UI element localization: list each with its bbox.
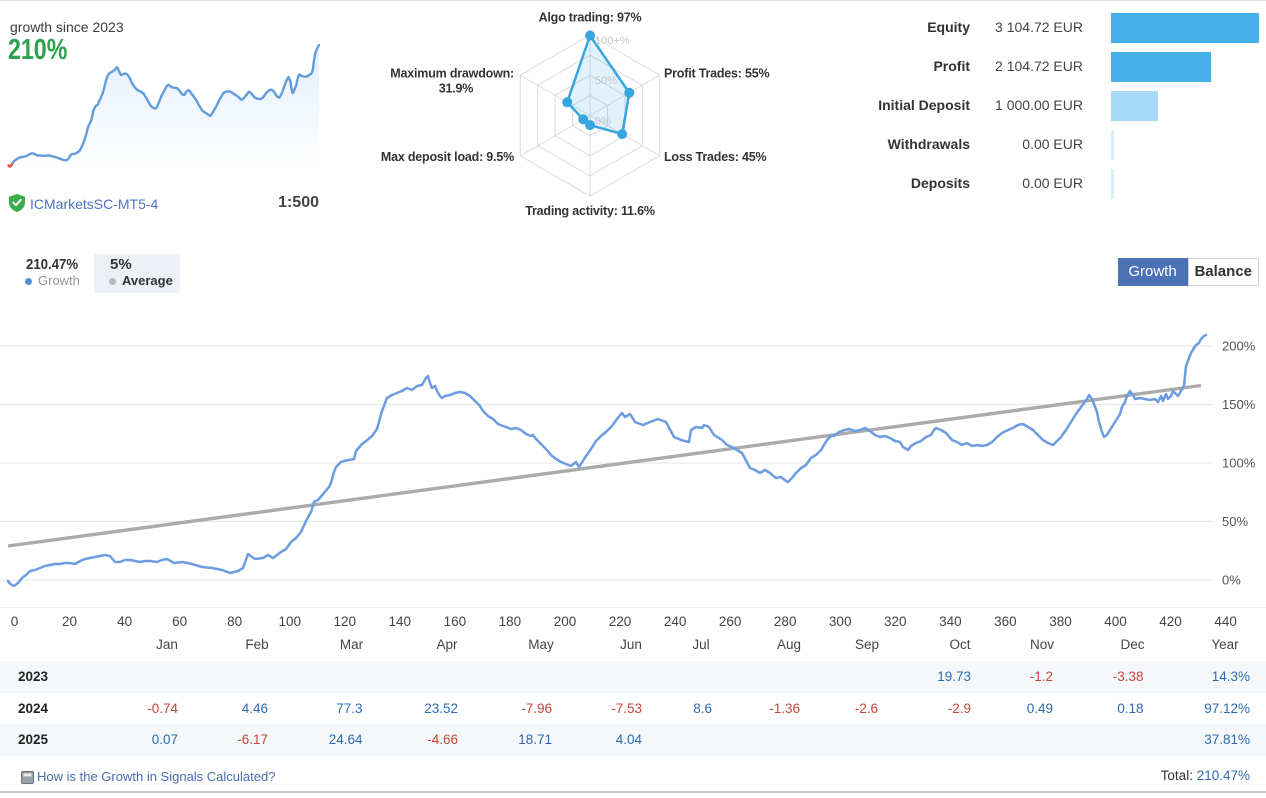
svg-text:100: 100 <box>279 614 302 629</box>
svg-text:20: 20 <box>62 614 77 629</box>
svg-text:Sep: Sep <box>855 637 879 652</box>
svg-text:Loss Trades: 45%: Loss Trades: 45% <box>664 150 766 164</box>
svg-text:320: 320 <box>884 614 907 629</box>
svg-text:280: 280 <box>774 614 797 629</box>
svg-text:Jun: Jun <box>620 637 642 652</box>
svg-text:50%: 50% <box>595 75 617 87</box>
svg-text:Dec: Dec <box>1120 637 1144 652</box>
svg-text:Profit Trades: 55%: Profit Trades: 55% <box>664 67 770 81</box>
svg-text:260: 260 <box>719 614 742 629</box>
svg-text:160: 160 <box>444 614 467 629</box>
svg-text:Aug: Aug <box>777 637 801 652</box>
svg-text:380: 380 <box>1049 614 1072 629</box>
svg-text:Trading activity: 11.6%: Trading activity: 11.6% <box>525 204 655 218</box>
svg-text:May: May <box>528 637 554 652</box>
svg-text:60: 60 <box>172 614 187 629</box>
svg-text:420: 420 <box>1159 614 1182 629</box>
svg-text:360: 360 <box>994 614 1017 629</box>
svg-text:140: 140 <box>389 614 412 629</box>
svg-text:40: 40 <box>117 614 132 629</box>
svg-text:Maximum drawdown:: Maximum drawdown: <box>390 67 514 81</box>
svg-text:300: 300 <box>829 614 852 629</box>
svg-text:400: 400 <box>1104 614 1127 629</box>
svg-text:120: 120 <box>334 614 357 629</box>
svg-text:Oct: Oct <box>949 637 970 652</box>
svg-text:150%: 150% <box>1222 397 1256 412</box>
svg-text:31.9%: 31.9% <box>439 82 474 96</box>
svg-text:50%: 50% <box>1222 514 1248 529</box>
svg-text:240: 240 <box>664 614 687 629</box>
svg-text:0%: 0% <box>1222 573 1241 588</box>
svg-text:100+%: 100+% <box>595 35 630 47</box>
svg-text:Algo trading: 97%: Algo trading: 97% <box>539 11 642 25</box>
svg-text:0%: 0% <box>595 116 611 128</box>
svg-text:Year: Year <box>1211 637 1239 652</box>
svg-text:Mar: Mar <box>340 637 364 652</box>
svg-text:0: 0 <box>11 614 19 629</box>
svg-text:200: 200 <box>554 614 577 629</box>
svg-text:Feb: Feb <box>245 637 268 652</box>
svg-text:Jul: Jul <box>692 637 709 652</box>
svg-text:80: 80 <box>227 614 242 629</box>
svg-text:Jan: Jan <box>156 637 178 652</box>
svg-text:100%: 100% <box>1222 456 1256 471</box>
svg-text:Nov: Nov <box>1030 637 1054 652</box>
svg-text:180: 180 <box>499 614 522 629</box>
svg-text:220: 220 <box>609 614 632 629</box>
svg-text:440: 440 <box>1214 614 1237 629</box>
svg-text:340: 340 <box>939 614 962 629</box>
svg-text:200%: 200% <box>1222 339 1256 354</box>
svg-text:Max deposit load: 9.5%: Max deposit load: 9.5% <box>381 150 514 164</box>
svg-text:Apr: Apr <box>436 637 458 652</box>
